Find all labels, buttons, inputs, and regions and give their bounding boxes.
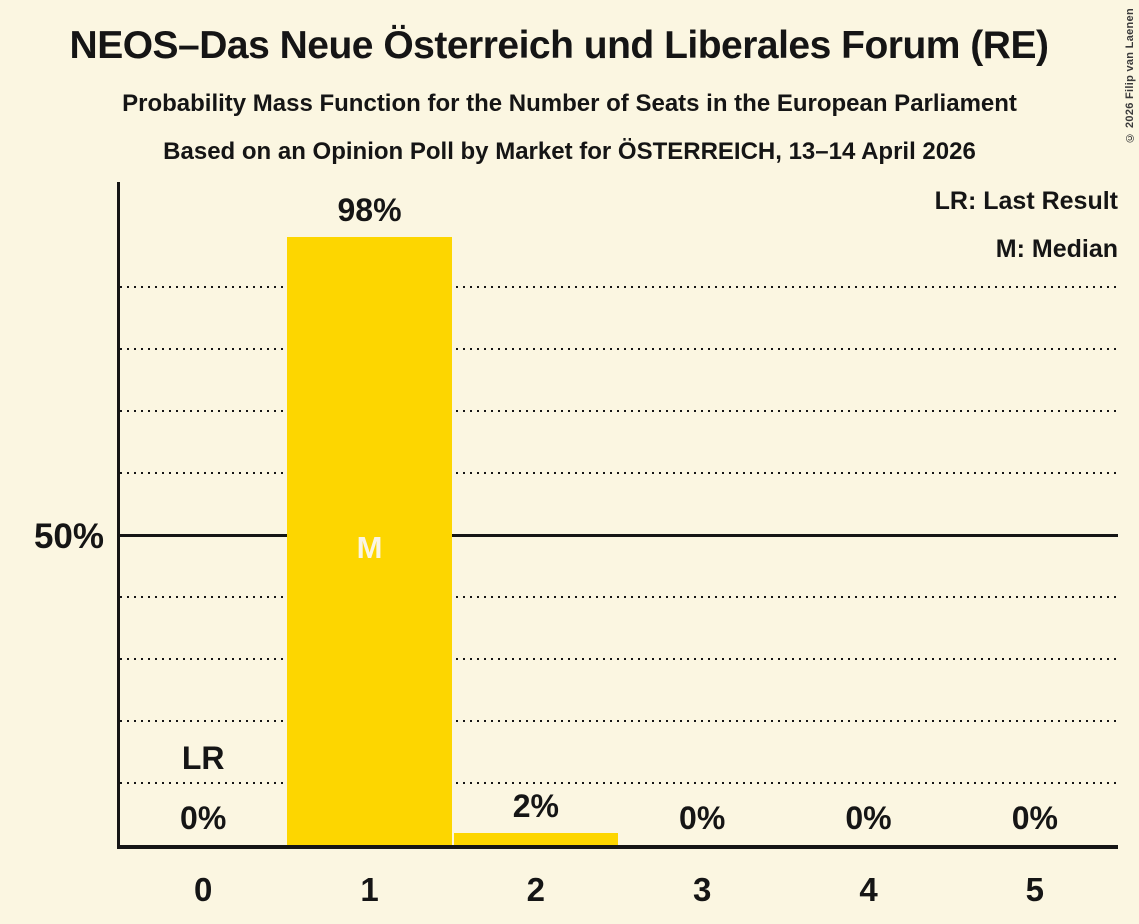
gridline-50pct-solid <box>120 533 1118 537</box>
x-tick-label-5: 5 <box>1025 871 1044 908</box>
last-result-marker: LR <box>181 740 225 776</box>
bar-value-label-seat-0: 0% <box>180 800 227 836</box>
gridline-80pct <box>120 348 1118 350</box>
chart-title: NEOS–Das Neue Österreich und Liberales F… <box>69 24 1049 67</box>
bar-seat-2 <box>453 832 618 845</box>
bar-value-label-seat-1: 98% <box>337 192 402 229</box>
bar-value-label-seat-4: 0% <box>845 800 892 836</box>
y-axis-tick-label: 50% <box>33 517 104 556</box>
bar-value-label-seat-5: 0% <box>1011 800 1058 836</box>
gridline-70pct <box>120 410 1118 412</box>
gridline-30pct <box>120 658 1118 660</box>
chart-subtitle-poll: Based on an Opinion Poll by Market for Ö… <box>163 138 976 165</box>
bar-seat-1 <box>287 237 452 845</box>
y-axis-line <box>117 182 120 849</box>
legend-median: M: Median <box>995 235 1118 263</box>
x-axis-line <box>117 845 1118 849</box>
legend-last-result: LR: Last Result <box>934 187 1118 215</box>
x-tick-label-1: 1 <box>360 871 379 908</box>
x-tick-label-4: 4 <box>859 871 878 908</box>
bar-value-label-seat-3: 0% <box>679 800 726 836</box>
legend: LR: Last Result M: Median <box>935 181 1118 277</box>
x-tick-label-3: 3 <box>692 871 712 908</box>
x-tick-label-0: 0 <box>193 871 213 908</box>
gridline-20pct <box>120 720 1118 722</box>
bar-value-label-seat-2: 2% <box>512 787 559 824</box>
gridline-90pct <box>120 286 1118 288</box>
median-marker: M <box>356 530 383 565</box>
chart-subtitle-pmf: Probability Mass Function for the Number… <box>122 90 1017 117</box>
gridline-40pct <box>120 596 1118 598</box>
gridline-60pct <box>120 472 1118 474</box>
x-tick-label-2: 2 <box>526 871 545 908</box>
gridline-10pct <box>120 782 1118 784</box>
